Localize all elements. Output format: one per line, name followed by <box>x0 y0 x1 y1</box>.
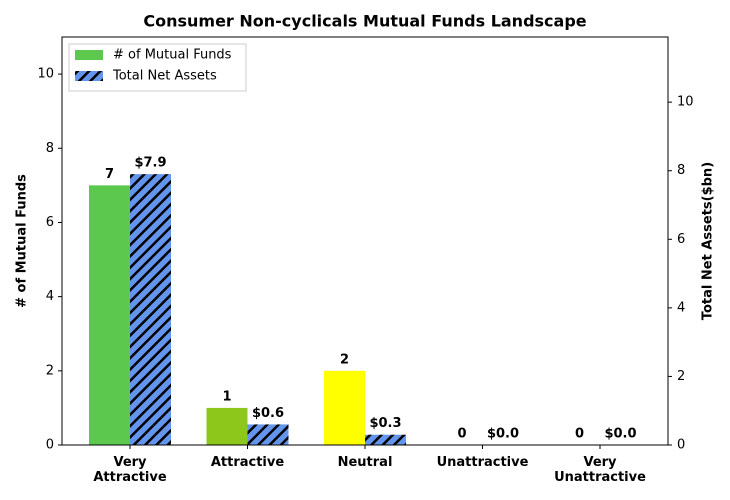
y2-tick-label: 8 <box>677 163 685 178</box>
x-tick-label: Very Unattractive <box>554 455 646 485</box>
value-label: $0.6 <box>252 406 284 421</box>
value-label: $0.3 <box>369 416 401 431</box>
y-axis-label: # of Mutual Funds <box>15 174 30 308</box>
plot-frame <box>61 36 669 446</box>
value-label: 7 <box>105 167 114 182</box>
y2-tick-label: 4 <box>677 300 685 315</box>
value-label: 2 <box>340 352 349 367</box>
y-tick-label: 6 <box>46 215 54 230</box>
bar <box>324 370 365 445</box>
legend-label: Total Net Assets <box>112 69 217 84</box>
bar <box>247 424 289 445</box>
y2-axis-label: Total Net Assets($bn) <box>701 162 716 320</box>
y-tick-label: 2 <box>46 363 54 378</box>
y2-tick-label: 6 <box>677 232 685 247</box>
value-label: 0 <box>457 427 466 442</box>
value-label: $0.0 <box>487 427 519 442</box>
legend-swatch <box>75 50 103 60</box>
y2-tick-label: 10 <box>677 95 694 110</box>
y2-tick-label: 0 <box>677 438 685 453</box>
bar <box>365 434 406 445</box>
value-label: $7.9 <box>134 156 166 171</box>
y-tick-label: 4 <box>46 289 54 304</box>
x-tick-label: Very Attractive <box>93 455 167 485</box>
bar <box>206 407 248 445</box>
legend-swatch <box>75 71 103 81</box>
x-tick-label: Attractive <box>211 455 285 470</box>
value-label: 1 <box>222 389 231 404</box>
x-tick-label: Neutral <box>338 455 393 470</box>
y-tick-label: 0 <box>46 438 54 453</box>
y-tick-label: 10 <box>37 67 54 82</box>
y-tick-label: 8 <box>46 141 54 156</box>
bar <box>130 174 171 445</box>
bar <box>89 185 130 445</box>
legend-label: # of Mutual Funds <box>113 48 232 63</box>
value-label: 0 <box>575 427 584 442</box>
value-label: $0.0 <box>604 427 636 442</box>
chart-title: Consumer Non-cyclicals Mutual Funds Land… <box>143 12 586 31</box>
legend-box <box>68 43 247 92</box>
y2-tick-label: 2 <box>677 369 685 384</box>
x-tick-label: Unattractive <box>437 455 529 470</box>
